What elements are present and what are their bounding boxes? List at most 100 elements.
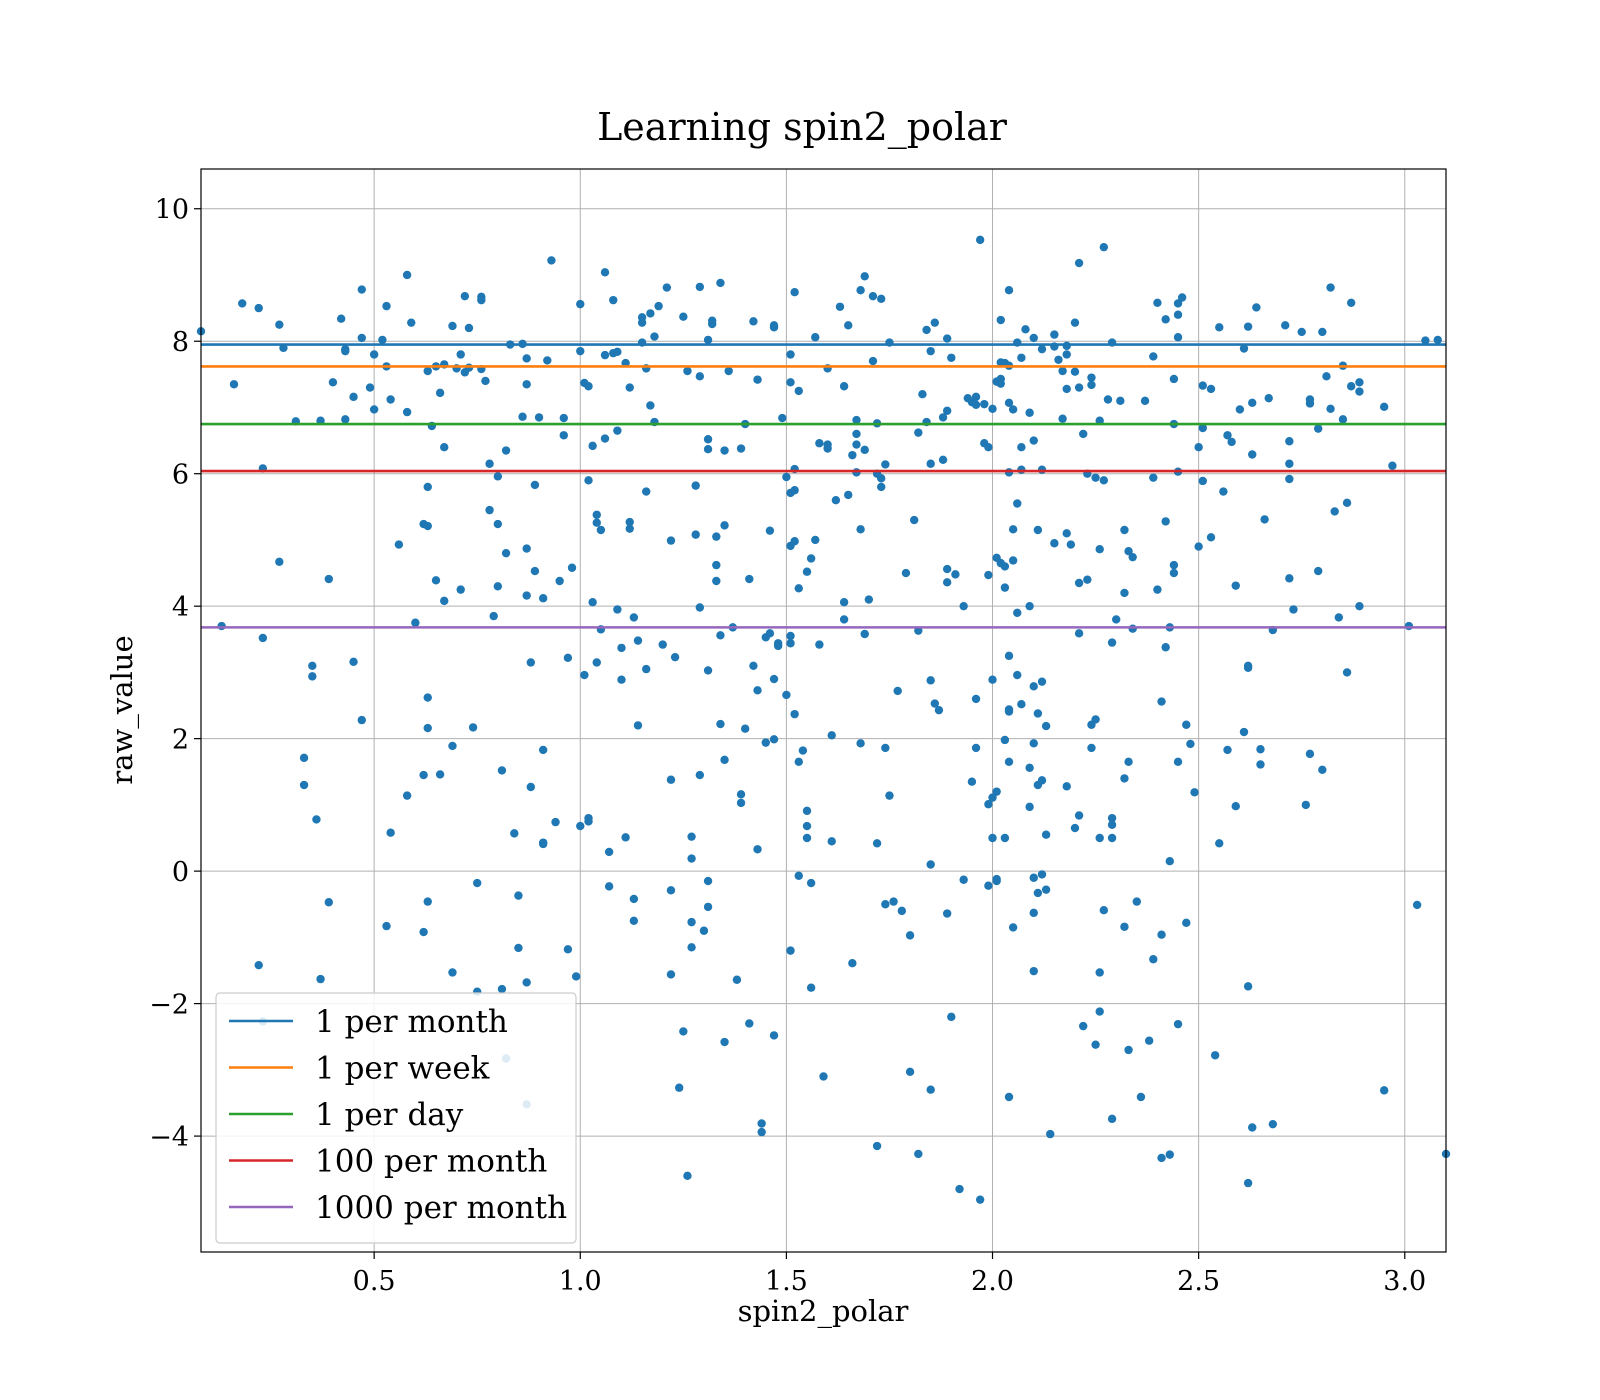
data-point (357, 715, 366, 725)
data-point (555, 576, 564, 586)
data-point (947, 1012, 956, 1022)
data-point (736, 444, 746, 453)
data-point (872, 1141, 882, 1151)
data-point (386, 395, 395, 404)
data-point (588, 441, 597, 451)
data-point (881, 743, 890, 753)
data-point (324, 898, 333, 907)
data-point (909, 515, 919, 525)
data-point (736, 798, 746, 808)
data-point (1346, 382, 1356, 391)
data-point (1091, 1040, 1100, 1049)
y-tick-label: 6 (172, 460, 189, 491)
data-point (468, 723, 478, 732)
data-point (802, 806, 812, 816)
data-point (464, 323, 474, 333)
data-point (1243, 982, 1253, 991)
data-point (699, 926, 709, 935)
data-point (501, 446, 511, 455)
data-point (629, 894, 639, 904)
data-point (637, 318, 647, 327)
data-point (625, 383, 634, 392)
data-point (959, 875, 968, 884)
data-point (1260, 515, 1269, 524)
data-point (1231, 581, 1240, 590)
data-point (724, 366, 733, 376)
data-point (650, 332, 659, 341)
data-point (559, 413, 568, 423)
data-point (629, 916, 639, 926)
data-point (522, 591, 531, 600)
data-point (707, 319, 717, 329)
data-point (1223, 745, 1232, 755)
data-point (1355, 378, 1364, 387)
data-point (1033, 709, 1043, 718)
x-tick-label: 2.5 (1177, 1266, 1220, 1297)
data-point (942, 564, 952, 574)
data-point (703, 666, 713, 675)
data-point (419, 770, 428, 780)
data-point (1050, 330, 1059, 339)
data-point (860, 445, 869, 455)
data-point (369, 350, 379, 359)
data-point (522, 544, 531, 553)
data-point (538, 745, 548, 755)
data-point (563, 945, 573, 954)
data-point (1206, 384, 1216, 394)
data-point (460, 291, 470, 301)
data-point (951, 570, 960, 579)
data-point (1029, 966, 1038, 976)
data-point (848, 959, 857, 968)
data-point (1107, 813, 1117, 823)
data-point (794, 584, 803, 593)
data-point (1182, 918, 1191, 927)
data-point (794, 871, 803, 880)
data-point (984, 800, 993, 809)
data-point (1120, 525, 1129, 535)
data-point (217, 621, 226, 631)
data-point (852, 415, 861, 425)
data-point (369, 405, 379, 414)
data-point (1066, 540, 1076, 549)
data-point (992, 787, 1001, 796)
data-point (988, 675, 997, 684)
data-point (1111, 615, 1121, 624)
data-point (1388, 461, 1397, 470)
data-point (757, 1119, 766, 1128)
data-point (481, 376, 490, 386)
data-point (765, 526, 775, 535)
data-point (551, 817, 560, 827)
data-point (716, 278, 725, 288)
data-point (1091, 473, 1100, 482)
data-point (1169, 568, 1179, 578)
data-point (955, 1184, 964, 1194)
data-point (1198, 381, 1207, 390)
data-point (918, 390, 927, 399)
data-point (431, 576, 441, 585)
data-point (1000, 562, 1010, 571)
data-point (1136, 1092, 1146, 1102)
data-point (980, 399, 989, 409)
data-point (518, 412, 527, 421)
data-point (448, 321, 457, 331)
data-point (835, 302, 845, 311)
data-point (1157, 697, 1166, 706)
data-point (691, 530, 700, 539)
data-point (1074, 258, 1084, 268)
data-point (1173, 333, 1183, 342)
data-point (1149, 955, 1158, 964)
data-point (617, 643, 626, 653)
data-point (749, 661, 758, 670)
data-point (473, 878, 482, 888)
data-point (794, 386, 803, 396)
data-point (1314, 424, 1323, 433)
data-point (497, 766, 507, 775)
data-point (1025, 408, 1034, 417)
data-point (600, 434, 610, 443)
x-tick-label: 1.0 (559, 1266, 602, 1297)
data-point (328, 378, 338, 387)
data-point (971, 392, 981, 402)
data-point (629, 613, 639, 622)
data-point (1128, 624, 1137, 633)
data-point (580, 670, 589, 680)
